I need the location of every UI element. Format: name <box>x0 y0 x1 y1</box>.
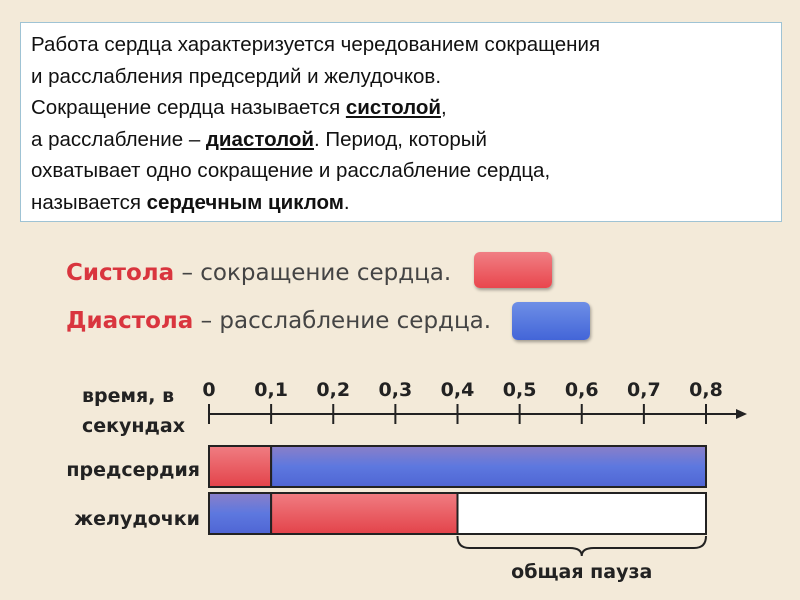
bar-segment-diastole <box>270 445 707 488</box>
legend-diastole-text: – расслабление сердца. <box>193 308 492 334</box>
pause-brace <box>456 535 707 557</box>
tick-label: 0,5 <box>503 379 537 401</box>
axis-label-line-1: время, в <box>82 385 174 407</box>
intro-text-box: Работа сердца характеризуется чередовани… <box>20 22 782 222</box>
intro-line-3-pre: Сокращение сердца называется <box>31 96 346 119</box>
bars-group <box>208 445 707 535</box>
legend-systole-text: – сокращение сердца. <box>174 260 452 286</box>
intro-line-1: Работа сердца характеризуется чередовани… <box>31 33 601 56</box>
tick-label: 0,7 <box>627 379 661 401</box>
legend-diastole: Диастола – расслабление сердца. <box>66 308 491 334</box>
tick-label: 0,8 <box>689 379 723 401</box>
diastole-term: диастолой <box>205 127 314 151</box>
legend-diastole-term: Диастола <box>66 308 194 334</box>
systole-swatch <box>474 252 552 288</box>
cardiac-cycle-term: сердечным циклом <box>146 190 344 214</box>
bar-segment-systole <box>208 445 273 488</box>
intro-line-6: называется сердечным циклом. <box>31 187 771 219</box>
intro-line-4-pre: а расслабление – <box>31 127 206 151</box>
intro-line-3: Сокращение сердца называется систолой, <box>31 92 771 124</box>
intro-line-5: охватывает одно сокращение и расслаблени… <box>31 159 551 182</box>
intro-line-3-post: , <box>440 96 447 119</box>
row-label-atria: предсердия <box>66 459 200 481</box>
bar-segment-diastole <box>208 492 273 535</box>
bar-segment-pause <box>456 492 707 535</box>
diastole-swatch <box>512 302 590 340</box>
axis-arrow-icon <box>736 409 747 419</box>
bar-segment-systole <box>270 492 459 535</box>
row-label-ventricles: желудочки <box>74 508 200 530</box>
tick-label: 0,1 <box>254 379 288 401</box>
legend-systole: Систола – сокращение сердца. <box>66 260 451 286</box>
intro-line-2: и расслабления предсердий и желудочков. <box>31 64 442 88</box>
pause-label: общая пауза <box>511 561 652 583</box>
intro-line-4-post: . Период, который <box>314 127 487 151</box>
axis-label-line-2: секундах <box>82 415 185 437</box>
time-axis <box>209 409 747 419</box>
systole-term: систолой <box>345 96 441 119</box>
tick-label: 0 <box>202 379 215 401</box>
legend-systole-term: Систола <box>66 260 175 286</box>
intro-line-6-pre: называется <box>31 190 147 214</box>
tick-label: 0,3 <box>379 379 413 401</box>
intro-line-4: а расслабление – диастолой. Период, кото… <box>31 124 771 156</box>
tick-label: 0,6 <box>565 379 599 401</box>
intro-line-6-post: . <box>343 190 350 214</box>
tick-label: 0,2 <box>316 379 350 401</box>
tick-group: 0 0,1 0,2 0,3 0,4 0,5 0,6 0,7 0,8 <box>202 379 723 424</box>
tick-label: 0,4 <box>441 379 475 401</box>
